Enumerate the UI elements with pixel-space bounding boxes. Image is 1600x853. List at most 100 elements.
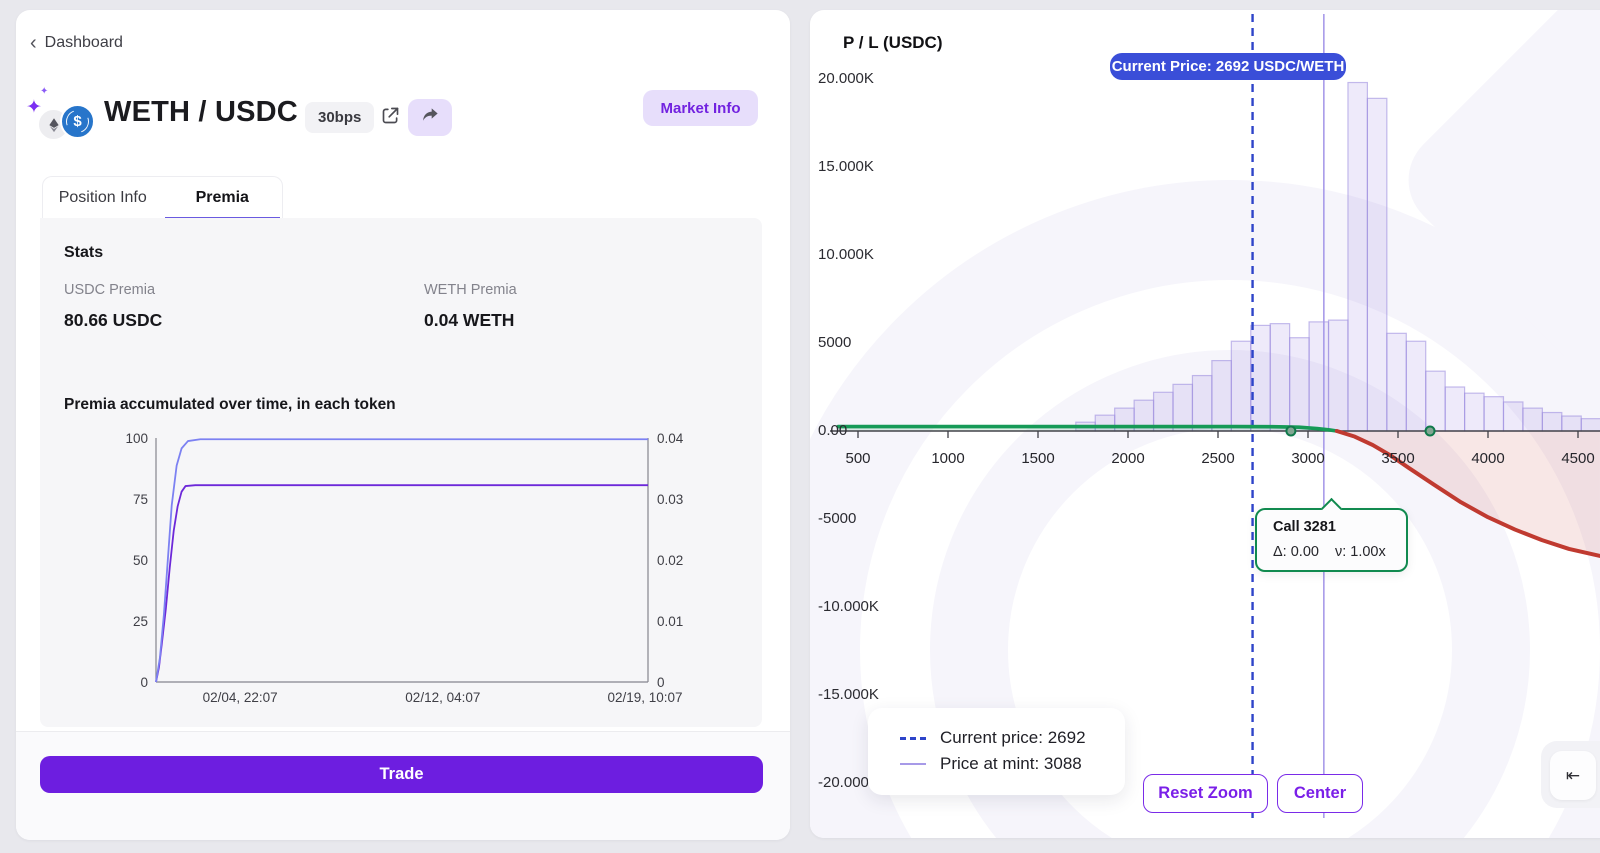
market-info-button[interactable]: Market Info [643, 90, 758, 126]
token-pair-icons: ✦ ✦ $ [20, 82, 100, 141]
reset-zoom-button[interactable]: Reset Zoom [1143, 774, 1268, 813]
y-tick-label: 10.000K [818, 246, 874, 263]
usdc-premia-value: 80.66 USDC [64, 310, 163, 330]
x-tick-label: 500 [845, 450, 871, 467]
liquidity-bar [1561, 415, 1582, 432]
x-tick-label: 4000 [1471, 450, 1505, 467]
liquidity-bar [1366, 97, 1388, 432]
y-tick-label: 20.000K [818, 70, 874, 87]
WETH-premia-line [155, 438, 648, 683]
tab-position-info[interactable]: Position Info [58, 188, 147, 206]
liquidity-bar [1405, 340, 1427, 432]
breadcrumb-back[interactable]: ‹ Dashboard [30, 32, 123, 54]
x-tick-label: 4500 [1561, 450, 1595, 467]
weth-premia-label: WETH Premia [424, 282, 517, 298]
axis-tick-label: 50 [133, 553, 148, 568]
external-link-button[interactable] [378, 105, 403, 130]
liquidity-bar [1386, 332, 1407, 432]
liquidity-bar [1172, 383, 1194, 432]
pl-line-positive [836, 424, 1339, 433]
watermark-layer [810, 10, 1600, 838]
liquidity-bar [1327, 319, 1349, 432]
axis-tick-label: 0 [140, 675, 148, 690]
x-tick-label: 3500 [1381, 450, 1415, 467]
liquidity-bar [1269, 323, 1291, 432]
share-button[interactable] [408, 99, 452, 136]
position-detail-panel: ‹ Dashboard ✦ ✦ $ WETH / USDC 30bps [16, 10, 790, 840]
liquidity-bar [1502, 401, 1524, 432]
axis-tick-label: 100 [125, 431, 148, 446]
tooltip-delta: Δ: 0.00 [1273, 544, 1319, 560]
liquidity-bar [1289, 337, 1310, 432]
axis-tick-label: 02/12, 04:07 [405, 690, 480, 705]
strike-marker [1424, 425, 1436, 437]
share-icon [421, 107, 440, 129]
y-tick-label: 15.000K [818, 158, 874, 175]
liquidity-bar [1211, 360, 1232, 432]
external-link-icon [380, 105, 401, 131]
strike-marker [1285, 425, 1297, 437]
liquidity-bar [1308, 321, 1330, 432]
premia-stats-card: Stats USDC Premia 80.66 USDC WETH Premia… [40, 218, 762, 727]
collapse-sidebar-button[interactable]: ⇤ [1550, 751, 1596, 800]
center-button[interactable]: Center [1277, 774, 1363, 813]
stats-heading: Stats [64, 244, 104, 261]
tooltip-title: Call 3281 [1273, 519, 1336, 535]
legend-mint-price: Price at mint: 3088 [900, 751, 1125, 777]
y-tick-label: -5000 [818, 510, 857, 527]
collapse-button-container: ⇤ [1541, 741, 1600, 808]
solid-line-swatch [900, 763, 926, 765]
axis-tick-label: 75 [133, 492, 148, 507]
legend-current-price: Current price: 2692 [900, 725, 1125, 751]
chevron-left-icon: ‹ [30, 32, 37, 54]
x-tick-label: 2500 [1201, 450, 1235, 467]
x-tick-label: 2000 [1111, 450, 1145, 467]
x-tick-label: 1000 [931, 450, 965, 467]
tooltip-vega: ν: 1.00x [1334, 544, 1386, 560]
liquidity-bar [1444, 386, 1466, 432]
tab-premia[interactable]: Premia [163, 177, 283, 219]
premia-accumulation-chart: 0 25 50 75 100 0 0.01 0.02 0.03 0.04 02/04, 22:07 0… [125, 431, 684, 705]
pl-chart-title: P / L (USDC) [843, 33, 943, 52]
liquidity-bar [1541, 411, 1563, 432]
liquidity-bar [1522, 407, 1543, 432]
liquidity-bar [1191, 374, 1213, 432]
axis-tick-label: 0.04 [657, 431, 684, 446]
weth-premia-value: 0.04 WETH [424, 310, 515, 330]
axis-tick-label: 0.02 [657, 553, 683, 568]
y-tick-label: 5000 [818, 334, 852, 351]
tab-strip: Position Info Premia [42, 176, 283, 219]
liquidity-bar [1347, 81, 1369, 432]
y-tick-label: 0.00 [818, 422, 848, 439]
axis-tick-label: 0 [657, 675, 665, 690]
pl-chart-panel: P / L (USDC) 20.000K 15.000K 10.000K 5000 0.… [810, 10, 1600, 838]
liquidity-bar [1580, 418, 1600, 432]
usdc-premia-label: USDC Premia [64, 282, 156, 298]
y-tick-label: -15.000K [818, 686, 879, 703]
pair-title: WETH / USDC [104, 96, 298, 128]
breadcrumb-label: Dashboard [44, 34, 123, 51]
axis-tick-label: 25 [133, 614, 148, 629]
dashed-line-swatch [900, 736, 926, 740]
axis-tick-label: 0.03 [657, 492, 683, 507]
USDC-premia-line [155, 484, 648, 683]
trade-button[interactable]: Trade [40, 756, 763, 793]
axis-tick-label: 02/19, 10:07 [608, 690, 683, 705]
axis-tick-label: 02/04, 22:07 [203, 690, 278, 705]
usdc-token-icon: $ [60, 104, 95, 139]
sparkle-icon: ✦ [26, 97, 42, 118]
liquidity-bar [1425, 370, 1446, 432]
position-tooltip: Call 3281 Δ: 0.00 ν: 1.00x [1255, 497, 1408, 572]
premia-chart-title: Premia accumulated over time, in each to… [64, 396, 396, 413]
chart-legend: Current price: 2692 Price at mint: 3088 [868, 708, 1125, 795]
arrow-to-bar-icon: ⇤ [1565, 765, 1581, 785]
liquidity-bar [1230, 340, 1252, 432]
current-price-badge: Current Price: 2692 USDC/WETH [1110, 53, 1346, 80]
y-tick-label: -10.000K [818, 598, 879, 615]
pl-chart[interactable] [810, 10, 1600, 838]
pl-line-negative [1334, 429, 1600, 558]
sparkle-small-icon: ✦ [40, 86, 49, 97]
axis-tick-label: 0.01 [657, 614, 683, 629]
liquidity-bar [1463, 392, 1485, 432]
y-tick-label: -20.000K [818, 774, 879, 791]
